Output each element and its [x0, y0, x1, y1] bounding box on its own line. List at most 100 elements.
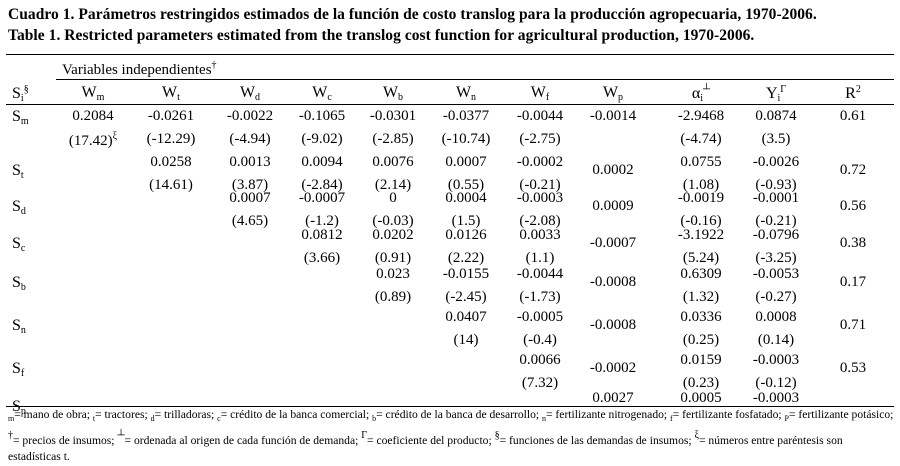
- coefficient-cell: 0.0874: [755, 108, 797, 124]
- coefficient-cell: 0.0812: [301, 227, 343, 243]
- t-statistic-cell: (-0.27): [755, 289, 796, 306]
- row-label-symbol: S: [12, 235, 21, 252]
- coefficient-cell: 0.0009: [592, 198, 634, 214]
- coefficient-cell: 0.0002: [592, 162, 634, 178]
- row-label: Sb: [12, 274, 26, 293]
- row-label-subscript: b: [20, 282, 26, 293]
- header-symbol: W: [530, 84, 546, 101]
- coefficient-cell: 0.0336: [680, 309, 722, 325]
- footnote-mark: n: [542, 414, 546, 423]
- t-statistic-value: (14): [453, 332, 479, 348]
- t-statistic-value: (0.55): [447, 177, 485, 193]
- footnote-mark: §: [494, 429, 500, 441]
- header-symbol: W: [81, 84, 97, 101]
- footnote-text: = fertilizante nitrogenado;: [546, 408, 671, 421]
- coefficient-cell: 0.0005: [680, 390, 722, 406]
- row-label-symbol: S: [12, 274, 21, 291]
- t-statistic-value: (4.65): [231, 213, 269, 229]
- header-subscript: m: [96, 92, 105, 103]
- coefficient-cell: 0.0007: [445, 154, 487, 170]
- t-statistic-value: (-2.84): [301, 177, 343, 193]
- column-header: αi┴: [692, 84, 710, 104]
- t-statistic-cell: (-2.84): [301, 177, 342, 194]
- coefficient-cell: 0.0755: [680, 154, 722, 170]
- coefficient-cell: 0.72: [839, 162, 867, 178]
- header-symbol: Y: [765, 85, 778, 102]
- footnote: t= tractores;: [92, 408, 151, 423]
- column-header: Wn: [456, 84, 476, 103]
- footnote-text: = números entre paréntesis son estadísti…: [8, 433, 843, 464]
- column-header: Wm: [82, 84, 105, 103]
- column-header: Wc: [312, 84, 332, 103]
- t-statistic-cell: (-0.21): [519, 177, 560, 194]
- t-statistic-cell: (-0.21): [755, 213, 796, 230]
- t-statistic-cell: (-12.29): [147, 131, 196, 148]
- t-statistic-cell: (0.23): [683, 375, 719, 392]
- t-statistic-cell: (-1.2): [305, 213, 339, 230]
- table-title-english: Table 1. Restricted parameters estimated…: [8, 27, 755, 44]
- coefficient-cell: -0.0001: [752, 190, 800, 206]
- coefficient-cell: -0.0003: [752, 390, 800, 406]
- coefficient-cell: 0.0202: [372, 227, 414, 243]
- t-statistic-value: (0.25): [682, 332, 720, 348]
- t-statistic-cell: (-3.25): [755, 250, 796, 267]
- coefficient-cell: 0.0027: [592, 390, 634, 406]
- t-statistic-cell: (4.65): [232, 213, 268, 230]
- t-statistic-cell: (0.25): [683, 332, 719, 349]
- coefficient-cell: -2.9468: [677, 108, 725, 124]
- coefficient-cell: -0.0002: [589, 360, 637, 376]
- footnote-mark: m: [8, 414, 15, 423]
- t-statistic-cell: (-10.74): [442, 131, 491, 148]
- t-statistic-value: (2.14): [374, 177, 412, 193]
- t-statistic-value: (-4.94): [229, 131, 271, 147]
- footnote-text: = crédito de la banca de desarrollo;: [376, 408, 542, 421]
- coefficient-cell: 0.0126: [445, 227, 487, 243]
- t-statistic-cell: (-2.85): [372, 131, 413, 148]
- coefficient-cell: -3.1922: [677, 227, 725, 243]
- footnote-mark: †: [8, 429, 13, 441]
- group-header: Variables independientes†: [62, 60, 217, 78]
- t-statistic-value: (17.42): [68, 133, 113, 149]
- coefficient-cell: -0.0044: [516, 108, 564, 124]
- coefficient-cell: -0.0155: [442, 266, 490, 282]
- coefficient-cell: 0.6309: [680, 266, 722, 282]
- t-statistic-cell: (1.32): [683, 289, 719, 306]
- header-symbol: R: [845, 85, 856, 102]
- t-statistic-value: (-12.29): [146, 131, 196, 147]
- table-title-spanish: Cuadro 1. Parámetros restringidos estima…: [8, 6, 817, 23]
- coefficient-cell: -0.0008: [589, 274, 637, 290]
- coefficient-cell: 0.0004: [445, 190, 487, 206]
- footnote-mark: t: [92, 414, 96, 423]
- t-statistic-cell: (-2.08): [519, 213, 560, 230]
- t-statistic-cell: (3.5): [762, 131, 791, 148]
- footnote-text: = ordenada al origen de cada función de …: [124, 433, 362, 447]
- coefficient-cell: -0.0007: [589, 235, 637, 251]
- coefficient-cell: 0.0407: [445, 309, 487, 325]
- row-label-symbol: S: [12, 198, 21, 215]
- column-header: YiΓ: [766, 84, 786, 104]
- coefficient-cell: -0.0053: [752, 266, 800, 282]
- header-superscript: Γ: [780, 84, 787, 95]
- header-subscript: d: [255, 92, 261, 103]
- coefficient-cell: -0.0044: [516, 266, 564, 282]
- row-label-subscript: f: [20, 368, 25, 379]
- t-statistic-value: (-2.85): [372, 131, 414, 147]
- header-symbol: W: [382, 84, 399, 101]
- t-statistic-cell: (14.61): [149, 177, 193, 194]
- t-statistic-cell: (-4.74): [680, 131, 721, 148]
- coefficient-cell: 0.0008: [755, 309, 797, 325]
- column-header: Wp: [603, 84, 623, 103]
- t-statistic-cell: (-2.75): [519, 131, 560, 148]
- column-header: Wd: [240, 84, 260, 103]
- footnote-mark: c: [217, 414, 221, 423]
- t-statistic-cell: (14): [454, 332, 479, 349]
- coefficient-cell: 0.71: [839, 317, 867, 333]
- coefficient-cell: 0.2084: [72, 108, 114, 124]
- coefficient-cell: -0.0008: [589, 317, 637, 333]
- footnote-text: = fertilizante potásico;: [788, 408, 894, 421]
- footnote: ┴= ordenada al origen de cada función de…: [117, 430, 362, 447]
- row-label-symbol: S: [12, 317, 21, 334]
- footnote: d= trilladoras;: [151, 408, 218, 423]
- header-subscript: b: [398, 92, 404, 103]
- t-statistic-value: (-0.16): [680, 213, 722, 229]
